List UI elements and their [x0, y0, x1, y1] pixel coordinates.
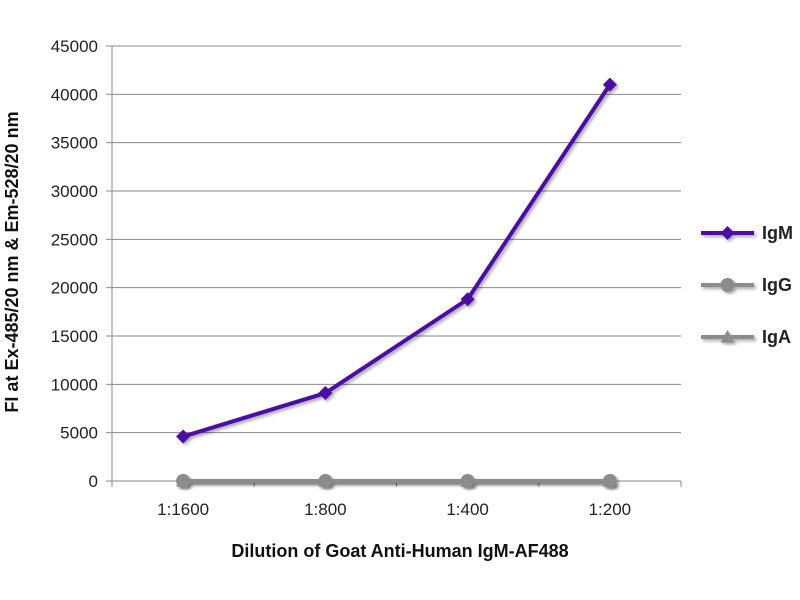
- y-tick-label: 20000: [51, 279, 98, 298]
- series: [176, 77, 617, 488]
- y-tick-label: 0: [89, 472, 98, 491]
- gridlines: [112, 45, 681, 434]
- data-point: [460, 292, 475, 307]
- axes: [106, 45, 682, 487]
- x-tick-labels: 1:1600 1:800 1:400 1:200: [157, 500, 631, 519]
- legend-marker: [720, 330, 735, 343]
- data-point: [318, 474, 333, 488]
- data-point: [602, 77, 617, 92]
- legend: IgM IgG IgA: [701, 223, 793, 347]
- legend-marker: [720, 226, 735, 240]
- y-tick-labels: 0 5000 10000 15000 20000 25000 30000 35000 40000…: [51, 37, 98, 491]
- data-point: [176, 474, 191, 488]
- data-point: [602, 474, 617, 488]
- x-tick-label: 1:400: [446, 500, 489, 519]
- y-axis-title: FI at Ex-485/20 nm & Em-528/20 nm: [2, 111, 22, 412]
- legend-marker: [720, 278, 735, 292]
- x-tick-label: 1:200: [589, 500, 632, 519]
- y-tick-label: 25000: [51, 230, 98, 249]
- legend-item-igm: [701, 226, 754, 240]
- legend-item-iga: [701, 330, 754, 343]
- legend-label: IgG: [762, 275, 792, 295]
- x-axis-title: Dilution of Goat Anti-Human IgM-AF488: [231, 541, 568, 561]
- series-line: [182, 83, 612, 439]
- y-tick-label: 40000: [51, 85, 98, 104]
- x-tick-label: 1:1600: [157, 500, 209, 519]
- legend-label: IgM: [762, 223, 793, 243]
- y-tick-label: 15000: [51, 327, 98, 346]
- data-point: [318, 386, 333, 401]
- y-tick-label: 35000: [51, 134, 98, 153]
- series-igg: [176, 474, 617, 488]
- y-tick-label: 30000: [51, 182, 98, 201]
- legend-label: IgA: [762, 327, 791, 347]
- x-tick-label: 1:800: [304, 500, 347, 519]
- data-point: [460, 474, 475, 488]
- series-igm: [176, 77, 617, 444]
- data-point: [176, 429, 191, 444]
- legend-item-igg: [701, 278, 754, 292]
- y-tick-label: 5000: [60, 424, 98, 443]
- y-tick-label: 45000: [51, 37, 98, 56]
- y-tick-label: 10000: [51, 375, 98, 394]
